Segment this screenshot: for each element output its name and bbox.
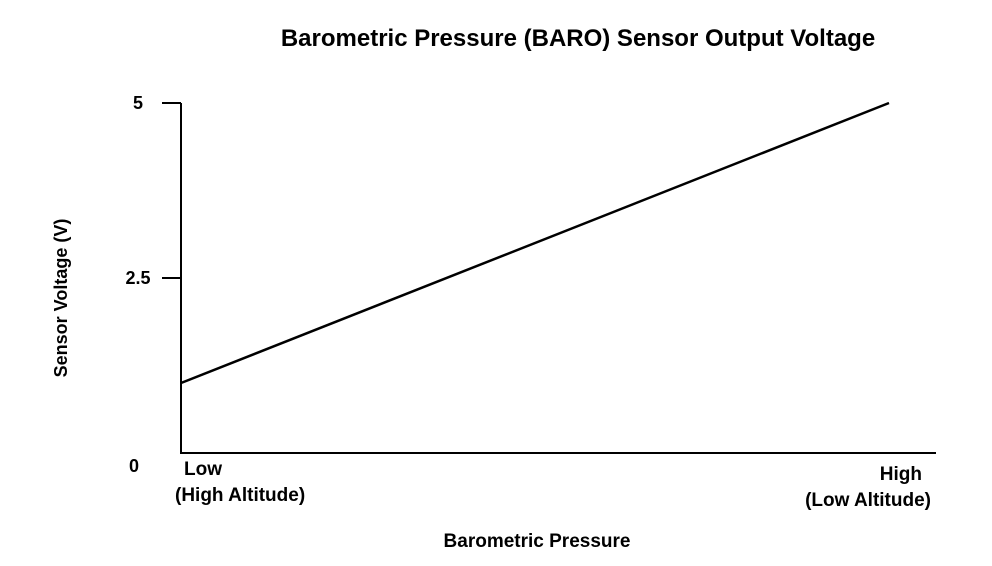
x-tick-low-line2: (High Altitude) [175, 485, 305, 506]
y-tick-label: 2.5 [125, 268, 150, 288]
x-axis-label: Barometric Pressure [444, 531, 631, 552]
y-zero-label: 0 [129, 456, 139, 476]
x-tick-low-line1: Low [184, 459, 222, 480]
chart-title: Barometric Pressure (BARO) Sensor Output… [281, 25, 875, 52]
series-group [180, 101, 890, 385]
y-axis-label: Sensor Voltage (V) [51, 219, 71, 378]
x-tick-high-line1: High [880, 464, 922, 485]
x-tick-high-line2: (Low Altitude) [805, 490, 931, 511]
series-line [180, 101, 890, 385]
y-tick-label: 5 [133, 93, 143, 113]
y-axis-ticks: 52.5 [125, 93, 181, 288]
